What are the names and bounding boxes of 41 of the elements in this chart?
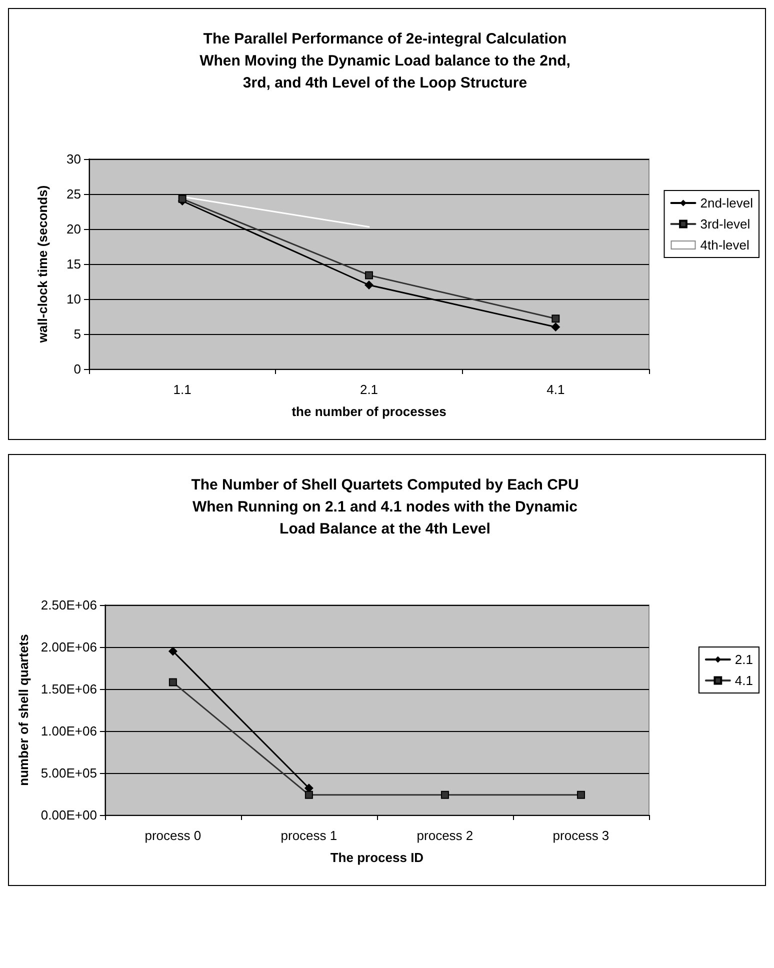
legend-label: 3rd-level [700, 216, 750, 232]
x-tick-label: process 2 [416, 828, 474, 843]
y-tick-label: 2.50E+06 [40, 598, 97, 612]
point [168, 678, 177, 686]
point [364, 280, 374, 290]
chart-title: The Number of Shell Quartets Computed by Each CPU When Running on 2.1 and 4.1 nodes with the Dynamic Load Balance at the 4th Level [191, 476, 579, 538]
y-tick-label: 1.50E+06 [40, 682, 97, 696]
y-axis-title: number of shell quartets [16, 634, 31, 786]
y-tick-label: 10 [66, 292, 81, 306]
x-tick-label: process 0 [144, 828, 202, 843]
y-tick-label: 0 [74, 362, 81, 376]
point [365, 271, 373, 280]
chart-title: The Parallel Performance of 2e-integral Calculation When Moving the Dynamic Load balance to the 2nd, 3rd, and 4th Level of the Loop Structure [200, 30, 570, 92]
y-tick-label: 30 [66, 152, 81, 166]
legend-label: 2nd-level [700, 196, 754, 210]
y-tick-label: 20 [66, 222, 81, 236]
x-tick-label: 4.1 [546, 382, 565, 397]
point [168, 646, 178, 656]
legend-label: 4th-level [700, 238, 750, 252]
x-tick-label: 2.1 [360, 382, 378, 397]
y-tick-label: 15 [66, 256, 81, 272]
x-tick-label: 1.1 [173, 382, 192, 397]
y-tick-label: 2.00E+06 [40, 640, 97, 654]
x-tick-label: process 1 [280, 828, 338, 843]
y-tick-label: 0.00E+00 [40, 808, 97, 822]
y-tick-label: 5 [74, 326, 81, 342]
point [551, 322, 560, 332]
legend-label: 2.1 [734, 652, 754, 667]
y-tick-label: 25 [66, 186, 81, 202]
y-tick-label: 5.00E+05 [40, 766, 97, 780]
x-axis-title: the number of processes [292, 404, 446, 419]
point [552, 314, 560, 323]
point [178, 194, 186, 203]
legend-label: 4.1 [734, 673, 754, 688]
y-axis-title: wall-clock time (seconds) [35, 185, 50, 344]
x-axis-title: The process ID [330, 850, 424, 865]
point [440, 790, 449, 799]
point [576, 790, 585, 799]
point [304, 790, 313, 799]
x-tick-label: process 3 [552, 828, 610, 843]
y-tick-label: 1.00E+06 [40, 724, 97, 738]
